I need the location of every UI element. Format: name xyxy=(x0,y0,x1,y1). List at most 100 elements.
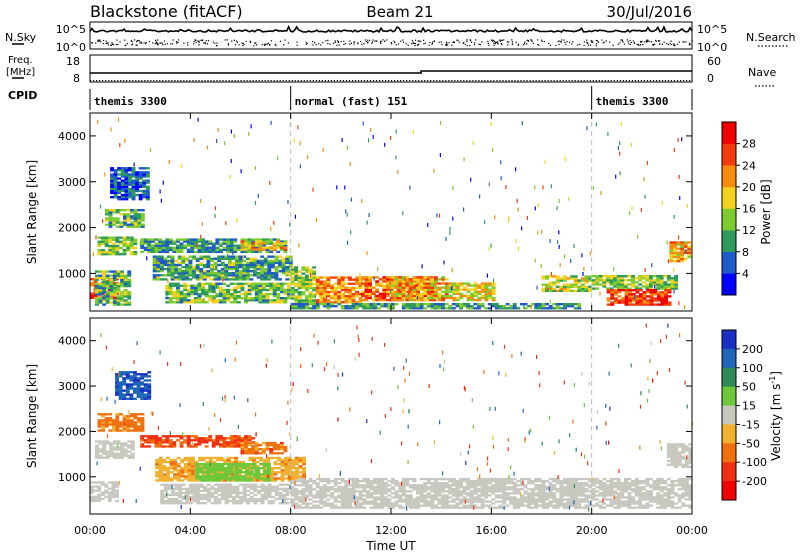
echo-cell xyxy=(645,287,650,290)
echo-cell xyxy=(216,469,221,472)
echo-cell xyxy=(430,280,435,283)
noise-search-point xyxy=(367,42,369,44)
echo-cell xyxy=(398,296,403,300)
noise-search-point xyxy=(561,39,563,41)
echo-cell xyxy=(623,275,628,278)
echo-cell xyxy=(213,469,218,472)
noise-search-point xyxy=(206,43,209,45)
echo-cell xyxy=(231,471,236,474)
echo-cell xyxy=(123,454,128,457)
nave-point xyxy=(667,80,670,82)
echo-cell xyxy=(282,489,286,493)
echo-cell xyxy=(348,286,352,290)
echo-cell xyxy=(260,485,265,488)
echo-cell xyxy=(129,244,134,248)
echo-cell xyxy=(135,183,140,186)
scatter-echo xyxy=(157,260,159,264)
echo-cell xyxy=(97,493,102,496)
echo-cell xyxy=(195,473,200,476)
noise-search-point xyxy=(141,42,143,44)
echo-cell xyxy=(555,279,560,282)
echo-cell xyxy=(199,272,204,275)
noise-search-point xyxy=(506,41,508,43)
nave-point xyxy=(415,80,417,82)
scatter-echo xyxy=(294,214,296,219)
echo-cell xyxy=(434,305,438,308)
echo-cell xyxy=(211,282,216,285)
echo-cell xyxy=(228,274,232,277)
echo-cell xyxy=(112,272,117,275)
echo-cell xyxy=(115,389,119,392)
echo-cell xyxy=(263,261,268,265)
echo-cell xyxy=(559,289,564,293)
echo-cell xyxy=(107,481,112,484)
nave-point xyxy=(439,80,441,82)
echo-cell xyxy=(358,297,363,300)
echo-cell xyxy=(260,261,265,265)
echo-cell xyxy=(217,257,222,260)
echo-cell xyxy=(240,437,245,440)
echo-cell xyxy=(90,284,94,287)
echo-cell xyxy=(274,261,279,265)
scatter-echo xyxy=(297,125,299,130)
echo-cell xyxy=(263,263,268,267)
echo-cell xyxy=(116,295,121,298)
nave-point xyxy=(216,80,218,82)
echo-cell xyxy=(209,477,214,480)
echo-cell xyxy=(412,296,417,300)
echo-cell xyxy=(337,299,342,302)
noise-sky-trace xyxy=(89,25,693,34)
echo-cell xyxy=(173,458,177,462)
echo-cell xyxy=(229,441,234,444)
echo-cell xyxy=(480,294,485,298)
echo-cell xyxy=(285,267,290,271)
echo-cell xyxy=(254,297,259,300)
noise-search-point xyxy=(163,40,166,42)
echo-cell xyxy=(95,284,99,288)
echo-cell xyxy=(130,444,135,447)
echo-cell xyxy=(233,250,238,254)
noise-search-point xyxy=(407,44,409,46)
echo-cell xyxy=(488,284,492,287)
scatter-echo xyxy=(242,255,244,260)
echo-cell xyxy=(235,274,239,277)
nave-point xyxy=(339,80,341,82)
echo-cell xyxy=(102,446,107,449)
echo-cell xyxy=(203,497,208,501)
echo-cell xyxy=(176,473,181,476)
echo-cell xyxy=(253,272,257,275)
scatter-echo xyxy=(564,157,566,162)
echo-cell xyxy=(120,444,124,447)
noise-search-point xyxy=(325,40,327,42)
echo-cell xyxy=(133,379,137,382)
echo-cell xyxy=(133,375,137,378)
nave-point xyxy=(321,80,323,82)
echo-cell xyxy=(228,263,232,267)
echo-cell xyxy=(143,240,148,243)
echo-cell xyxy=(129,393,134,396)
echo-cell xyxy=(425,278,430,281)
echo-cell xyxy=(312,266,317,269)
echo-cell xyxy=(330,276,334,279)
nave-point xyxy=(132,80,134,82)
noise-search-point xyxy=(415,39,417,41)
noise-search-point xyxy=(603,41,605,43)
echo-cell xyxy=(246,489,251,493)
scatter-echo xyxy=(570,258,572,263)
nave-point xyxy=(162,80,164,82)
echo-cell xyxy=(545,307,549,310)
echo-cell xyxy=(265,301,270,304)
scatter-echo xyxy=(149,148,152,152)
echo-cell xyxy=(122,253,127,256)
nave-point xyxy=(357,80,360,82)
noise-search-point xyxy=(224,39,226,41)
echo-cell xyxy=(455,298,460,302)
echo-cell xyxy=(254,292,259,296)
echo-cell xyxy=(294,270,299,273)
echo-cell xyxy=(548,285,553,288)
noise-search-point xyxy=(245,40,247,43)
echo-cell xyxy=(382,294,387,298)
scatter-echo xyxy=(289,269,291,274)
echo-cell xyxy=(142,179,147,182)
noise-search-point xyxy=(560,41,563,43)
